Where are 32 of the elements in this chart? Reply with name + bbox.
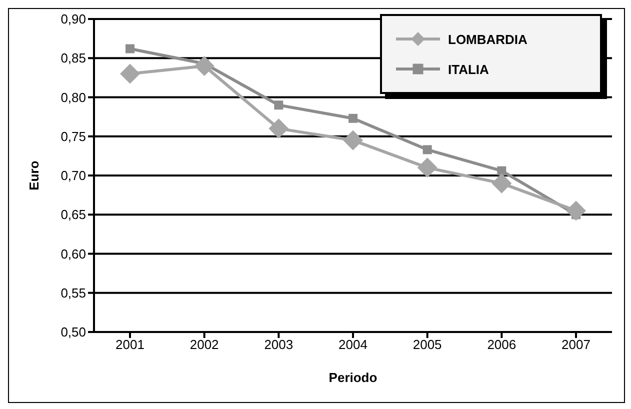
x-tick-label: 2007 xyxy=(562,337,590,352)
point xyxy=(348,114,358,123)
point xyxy=(497,166,506,176)
y-tick-label: 0,90 xyxy=(60,12,86,27)
y-tick-label: 0,65 xyxy=(60,207,86,222)
legend-label: LOMBARDIA xyxy=(448,32,528,46)
y-tick-label: 0,50 xyxy=(60,324,86,340)
point xyxy=(343,130,363,150)
point xyxy=(422,145,432,154)
y-tick-label: 0,75 xyxy=(60,128,86,144)
x-tick-label: 2001 xyxy=(116,337,144,352)
legend-label: ITALIA xyxy=(448,62,489,76)
point xyxy=(194,56,214,76)
point xyxy=(268,118,289,139)
y-tick-label: 0,85 xyxy=(60,50,86,66)
point xyxy=(566,200,586,221)
y-tick-label: 0,60 xyxy=(60,246,86,262)
point xyxy=(492,173,512,194)
x-tick-label: 2003 xyxy=(264,337,294,352)
x-tick-label: 2006 xyxy=(487,337,516,352)
point xyxy=(417,158,438,178)
y-tick-label: 0,70 xyxy=(60,168,86,184)
point xyxy=(274,100,284,110)
point xyxy=(126,44,134,54)
point xyxy=(120,64,140,84)
x-tick-label: 2005 xyxy=(412,337,442,352)
y-axis-title: Euro xyxy=(26,160,42,190)
x-axis-title: Periodo xyxy=(328,370,378,385)
y-tick-label: 0,55 xyxy=(60,285,86,300)
x-tick-label: 2004 xyxy=(338,337,368,352)
x-tick-label: 2002 xyxy=(190,337,219,352)
y-tick-label: 0,80 xyxy=(60,90,86,105)
